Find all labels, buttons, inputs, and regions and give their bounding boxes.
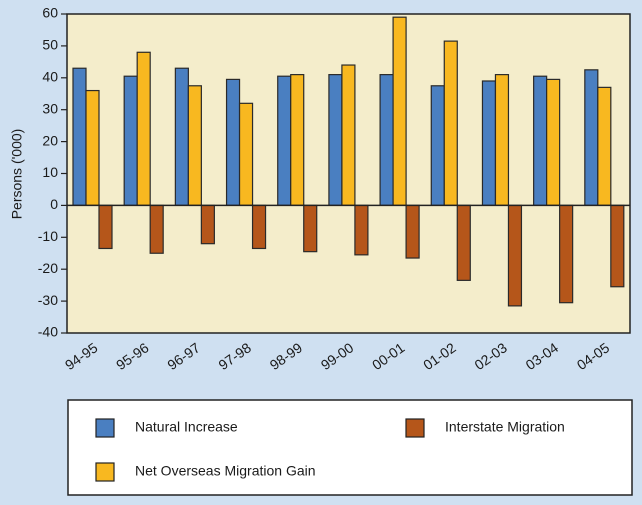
y-tick-label: -30 <box>38 292 58 308</box>
legend-swatch <box>95 418 115 438</box>
bar <box>85 89 100 206</box>
y-tick-label: 50 <box>42 37 58 53</box>
bar <box>392 16 407 207</box>
y-tick-label: 20 <box>42 132 58 148</box>
legend-label: Natural Increase <box>135 419 238 435</box>
x-tick-label: 96-97 <box>164 339 203 373</box>
x-tick-label: 94-95 <box>62 339 101 373</box>
bar <box>443 40 458 207</box>
x-tick-label: 03-04 <box>523 339 562 373</box>
bar <box>379 74 394 206</box>
bar <box>251 204 267 250</box>
legend-label: Net Overseas Migration Gain <box>135 463 316 479</box>
x-tick-label: 02-03 <box>471 339 510 373</box>
bar <box>559 204 574 304</box>
legend-swatch <box>405 418 425 438</box>
y-tick-label: 60 <box>42 5 58 21</box>
y-tick-label: 40 <box>42 69 58 85</box>
bar <box>200 204 215 245</box>
x-tick-label: 98-99 <box>267 339 306 373</box>
x-tick-label: 99-00 <box>318 339 357 373</box>
legend <box>67 399 633 496</box>
bar <box>584 69 599 206</box>
legend-swatch <box>95 462 115 482</box>
bar <box>481 80 497 207</box>
bar <box>533 75 548 207</box>
bar <box>354 204 369 256</box>
bar <box>341 64 356 207</box>
bar <box>546 78 561 206</box>
bar <box>123 75 138 207</box>
bar <box>456 204 471 281</box>
x-tick-label: 97-98 <box>215 339 254 373</box>
y-axis-label: Persons ('000) <box>9 129 25 220</box>
bar <box>98 204 113 250</box>
x-tick-label: 00-01 <box>369 339 408 373</box>
y-tick-label: 0 <box>50 196 58 212</box>
bar <box>277 75 292 207</box>
x-tick-label: 01-02 <box>420 339 459 373</box>
bar <box>405 204 420 259</box>
x-tick-label: 95-96 <box>113 339 152 373</box>
x-tick-label: 04-05 <box>574 339 613 373</box>
bar <box>149 204 164 254</box>
y-tick-label: -10 <box>38 228 58 244</box>
bar <box>597 86 612 207</box>
y-tick-label: -40 <box>38 324 58 340</box>
y-tick-label: -20 <box>38 260 58 276</box>
bar <box>238 102 254 207</box>
bar <box>174 67 189 207</box>
bar <box>303 204 318 253</box>
y-tick-label: 30 <box>42 100 58 116</box>
bar <box>494 74 510 206</box>
legend-label: Interstate Migration <box>445 419 565 435</box>
bar <box>507 204 523 307</box>
bar <box>187 85 202 207</box>
bar <box>72 67 87 207</box>
bar <box>290 74 305 206</box>
y-tick-label: 10 <box>42 164 58 180</box>
bar <box>136 51 151 206</box>
bar <box>225 78 241 206</box>
bar <box>610 204 625 288</box>
bar <box>328 74 343 206</box>
bar <box>430 85 445 207</box>
